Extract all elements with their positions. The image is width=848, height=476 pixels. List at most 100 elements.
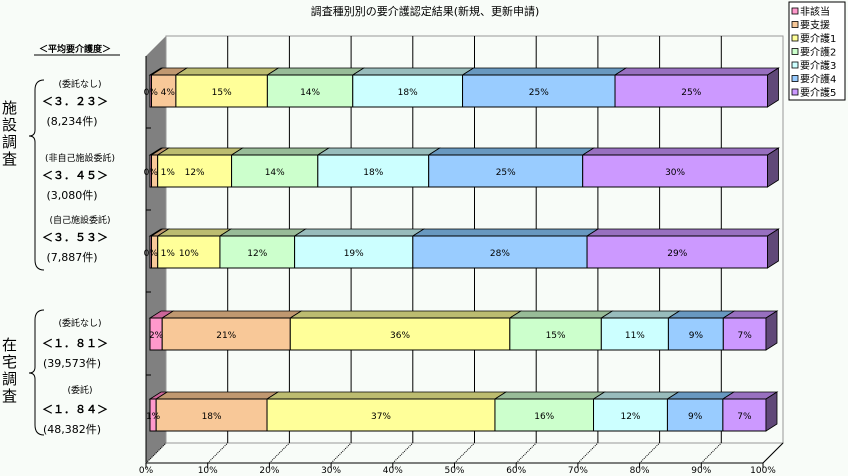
bar-segment: [157, 235, 221, 269]
row-average: ＜１．８４＞: [42, 403, 108, 416]
data-label: 36%: [390, 331, 410, 341]
floor-gridline: [454, 442, 475, 464]
bar-segment: [586, 235, 768, 269]
bar-segment-top: [218, 228, 307, 237]
bar-segment-top: [585, 228, 780, 237]
bar-segment: [231, 154, 319, 188]
legend-label: 非該当: [800, 5, 830, 18]
x-tick-label: 0%: [139, 466, 154, 476]
data-label: 1%: [161, 168, 176, 178]
data-label: 14%: [300, 88, 320, 98]
data-label: 7%: [737, 412, 752, 422]
bar-end-face: [767, 147, 779, 188]
x-tick-label: 50%: [444, 466, 464, 476]
floor-gridline: [392, 442, 414, 464]
x-tick-label: 100%: [750, 466, 776, 476]
bar-segment-top: [156, 228, 233, 237]
bar-segment-top: [265, 391, 508, 400]
bar-segment-top: [592, 391, 680, 400]
data-label: 19%: [344, 249, 364, 259]
data-label: 9%: [689, 331, 704, 341]
bar-segment: [317, 154, 430, 188]
bar-segment: [157, 154, 233, 188]
group-label-home: 在宅調査: [0, 337, 18, 405]
data-label: 10%: [179, 249, 199, 259]
data-label: 37%: [371, 412, 391, 422]
floor-gridline: [145, 442, 167, 464]
row-count: (7,887件): [46, 251, 97, 264]
data-label: 1%: [146, 412, 161, 422]
floor-gridline: [330, 442, 352, 464]
data-label: 16%: [534, 412, 554, 422]
row-subtitle: (自己施設委託): [49, 214, 110, 226]
bar-segment: [600, 317, 669, 351]
data-label: 18%: [398, 88, 418, 98]
bar-segment: [352, 74, 464, 108]
data-label: 0%: [144, 168, 159, 178]
data-label: 14%: [265, 168, 285, 178]
bar-segment: [428, 154, 584, 188]
bar-segment-top: [293, 228, 426, 237]
row-subtitle: (非自己施設委託): [45, 152, 115, 164]
bar-segment: [462, 74, 616, 108]
floor-gridline: [639, 442, 660, 464]
bar-segment-top: [493, 391, 606, 400]
bar-segment-top: [230, 147, 331, 156]
row-average: ＜３．２３＞: [42, 95, 108, 108]
bar-segment: [614, 74, 769, 108]
group-bracket: [28, 309, 45, 436]
legend-swatch: [791, 7, 799, 15]
bar-segment-top: [613, 67, 780, 76]
data-label: 0%: [144, 249, 159, 259]
floor-gridline: [515, 442, 537, 464]
data-label: 4%: [161, 88, 176, 98]
bar-segment-top: [316, 147, 442, 156]
data-label: 29%: [667, 249, 687, 259]
row-count: (3,080件): [46, 189, 97, 202]
data-label: 25%: [681, 88, 701, 98]
bar-segment-top: [461, 67, 628, 76]
data-label: 0%: [144, 88, 159, 98]
bar-end-face: [765, 391, 778, 432]
bar-segment-top: [351, 67, 475, 76]
bar-end-face: [767, 67, 779, 108]
legend-label: 要支援: [800, 19, 830, 32]
legend-swatch: [791, 61, 799, 69]
group-label-facility: 施設調査: [0, 100, 18, 168]
data-label: 2%: [149, 331, 164, 341]
row-count: (39,573件): [43, 357, 101, 370]
group-bracket: [28, 79, 45, 271]
data-label: 18%: [363, 168, 383, 178]
x-tick-label: 90%: [691, 466, 711, 476]
legend-swatch: [791, 21, 799, 28]
bar-segment-top: [174, 67, 280, 76]
x-tick-label: 60%: [506, 466, 526, 476]
x-tick-label: 80%: [630, 466, 650, 476]
bar-segment-top: [160, 310, 303, 319]
legend-label: 要介護5: [800, 86, 836, 99]
data-label: 12%: [185, 168, 205, 178]
data-label: 28%: [490, 249, 510, 259]
bar-end-face: [767, 228, 779, 269]
bar-segment: [666, 398, 724, 432]
x-tick-label: 20%: [259, 466, 279, 476]
data-label: 7%: [738, 331, 753, 341]
floor-gridline: [577, 442, 599, 464]
data-label: 9%: [688, 412, 703, 422]
data-label: 30%: [665, 168, 685, 178]
data-label: 12%: [620, 412, 640, 422]
bar-segment: [294, 235, 414, 269]
bar-segment-top: [411, 228, 600, 237]
row-subtitle: (委託): [67, 384, 92, 396]
legend-label: 要介護2: [800, 46, 836, 59]
row-subtitle: (委託なし): [58, 317, 101, 329]
row-average: ＜３．５３＞: [42, 231, 108, 244]
bar-segment-top: [154, 391, 280, 400]
bar-segment: [266, 74, 354, 108]
panel-heading: ＜平均要介護度＞: [39, 43, 111, 55]
row-count: (8,234件): [46, 115, 97, 128]
bar-segment-top: [508, 310, 614, 319]
legend-swatch: [791, 88, 799, 96]
